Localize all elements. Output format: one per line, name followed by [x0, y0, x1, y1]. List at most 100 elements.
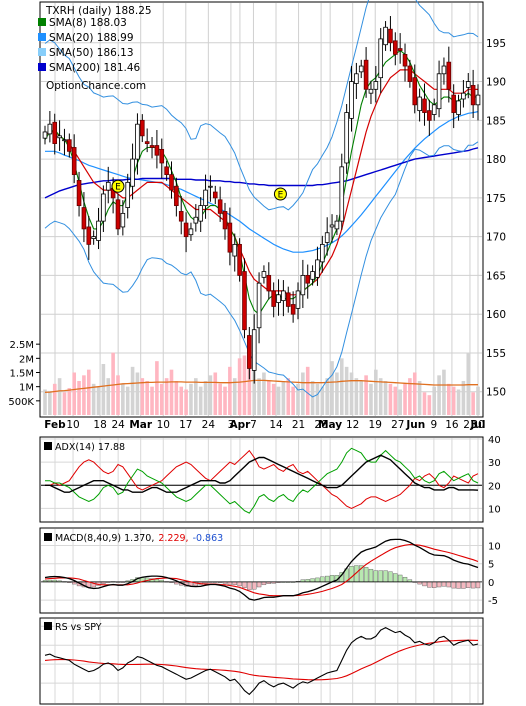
- candle-body: [465, 81, 471, 88]
- x-tick-label: 30: [471, 419, 484, 431]
- rs-legend-swatch: [44, 622, 52, 630]
- candle-body: [164, 166, 169, 176]
- volume-bar: [150, 386, 154, 415]
- rs-panel: RS vs SPY: [39, 617, 484, 705]
- candle-body: [193, 216, 199, 224]
- candle-body: [96, 220, 101, 241]
- legend-label: SMA(20) 188.99: [49, 32, 134, 44]
- volume-bar: [388, 383, 393, 415]
- volume-bar: [194, 378, 198, 415]
- volume-bar: [223, 386, 227, 415]
- candle-body: [115, 199, 121, 230]
- volume-bar: [116, 375, 120, 415]
- price-y-tick-label: 190: [486, 77, 506, 89]
- volume-bar: [437, 375, 441, 415]
- macd-panel: -5 0 5 10 MACD(8,40,9) 1.370, 2.229, -0.863: [39, 527, 501, 614]
- macd-y-tick-label: 10: [488, 542, 501, 553]
- candle-body: [276, 294, 281, 303]
- macd-histogram-bar: [368, 568, 374, 583]
- candle-body: [324, 232, 330, 243]
- macd-label: MACD(8,40,9) 1.370, 2.229, -0.863: [55, 533, 223, 544]
- volume-bar: [43, 389, 47, 415]
- x-tick-label: 12: [346, 419, 359, 431]
- x-tick-label: Jul: [470, 419, 486, 431]
- volume-bar: [432, 386, 437, 415]
- volume-bar: [417, 381, 422, 415]
- volume-bar: [276, 386, 281, 415]
- candle-body: [62, 139, 67, 142]
- macd-grid: [41, 529, 482, 612]
- candle-body: [358, 65, 364, 73]
- macd-histogram-bar: [315, 577, 320, 583]
- volume-bar: [111, 352, 115, 415]
- candle-body: [174, 185, 179, 207]
- volume-bar: [393, 386, 398, 415]
- candle-body: [295, 290, 301, 309]
- price-y-tick-label: 185: [486, 115, 506, 127]
- volume-bar: [218, 383, 222, 415]
- macd-histogram-bar: [373, 570, 379, 583]
- volume-bar: [271, 383, 276, 415]
- volume-bar: [135, 372, 140, 415]
- legend-swatch: [38, 63, 46, 71]
- candle-body: [285, 292, 291, 307]
- candles: [42, 16, 481, 384]
- candle-body: [237, 243, 242, 276]
- x-tick-label: 19: [369, 419, 382, 431]
- adx-legend-swatch: [44, 442, 52, 450]
- volume-bar: [471, 392, 475, 415]
- macd-histogram-bar: [256, 581, 262, 588]
- volume-bar: [184, 389, 188, 415]
- chart-title: TXRH (daily) 188.25: [45, 5, 152, 17]
- x-tick-label: 28: [314, 419, 327, 431]
- volume-bar: [349, 372, 354, 415]
- volume-bar: [412, 372, 417, 415]
- candle-body: [154, 145, 160, 156]
- candle-body: [417, 96, 422, 112]
- macd-histogram-bar: [388, 571, 393, 583]
- volume-bar: [48, 390, 52, 415]
- volume-bar: [456, 389, 461, 415]
- volume-bar: [398, 389, 402, 415]
- volume-bar: [82, 375, 86, 415]
- price-y-tick-label: 195: [486, 38, 506, 50]
- adx-label: ADX(14) 17.88: [55, 442, 125, 453]
- candle-body: [461, 92, 466, 100]
- candle-body: [315, 259, 320, 278]
- candle-body: [149, 145, 155, 148]
- legend: SMA(8) 188.03 SMA(20) 188.99 SMA(50) 186.1…: [38, 17, 141, 74]
- candle-body: [178, 211, 184, 222]
- price-grid: [41, 3, 482, 416]
- volume-bar: [213, 372, 218, 415]
- adx-panel: 10 20 30 40 ADX(14) 17.88: [39, 435, 501, 523]
- volume-bar: [57, 378, 62, 415]
- candle-body: [451, 94, 456, 113]
- macd-line: [44, 538, 479, 601]
- price-y-ticks: 150 155 160 165 170 175 180 185 190 195: [486, 38, 506, 399]
- candle-body: [290, 304, 296, 315]
- rs-label: RS vs SPY: [55, 622, 102, 633]
- volume-bar: [208, 375, 213, 415]
- volume-bar: [403, 383, 407, 415]
- candle-body: [378, 38, 383, 79]
- volume-bar: [335, 372, 339, 415]
- price-y-tick-label: 180: [486, 154, 506, 166]
- candle-body: [368, 88, 374, 94]
- candle-body: [251, 329, 257, 371]
- macd-histogram-bar: [446, 581, 452, 588]
- x-tick-label: 7: [250, 419, 257, 431]
- macd-histogram-bar: [422, 581, 427, 587]
- x-tick-label: 10: [157, 419, 170, 431]
- macd-histogram-bar: [397, 574, 403, 583]
- volume-bar: [320, 386, 325, 415]
- legend-swatch: [38, 18, 46, 26]
- volume-bar: [252, 361, 257, 415]
- candle-body: [227, 222, 233, 253]
- candle-body: [456, 100, 461, 115]
- adx-y-tick-label: 40: [488, 435, 501, 446]
- candle-body: [349, 81, 354, 119]
- candle-body: [320, 243, 325, 263]
- candle-body: [71, 147, 77, 176]
- volume-bar: [203, 381, 208, 415]
